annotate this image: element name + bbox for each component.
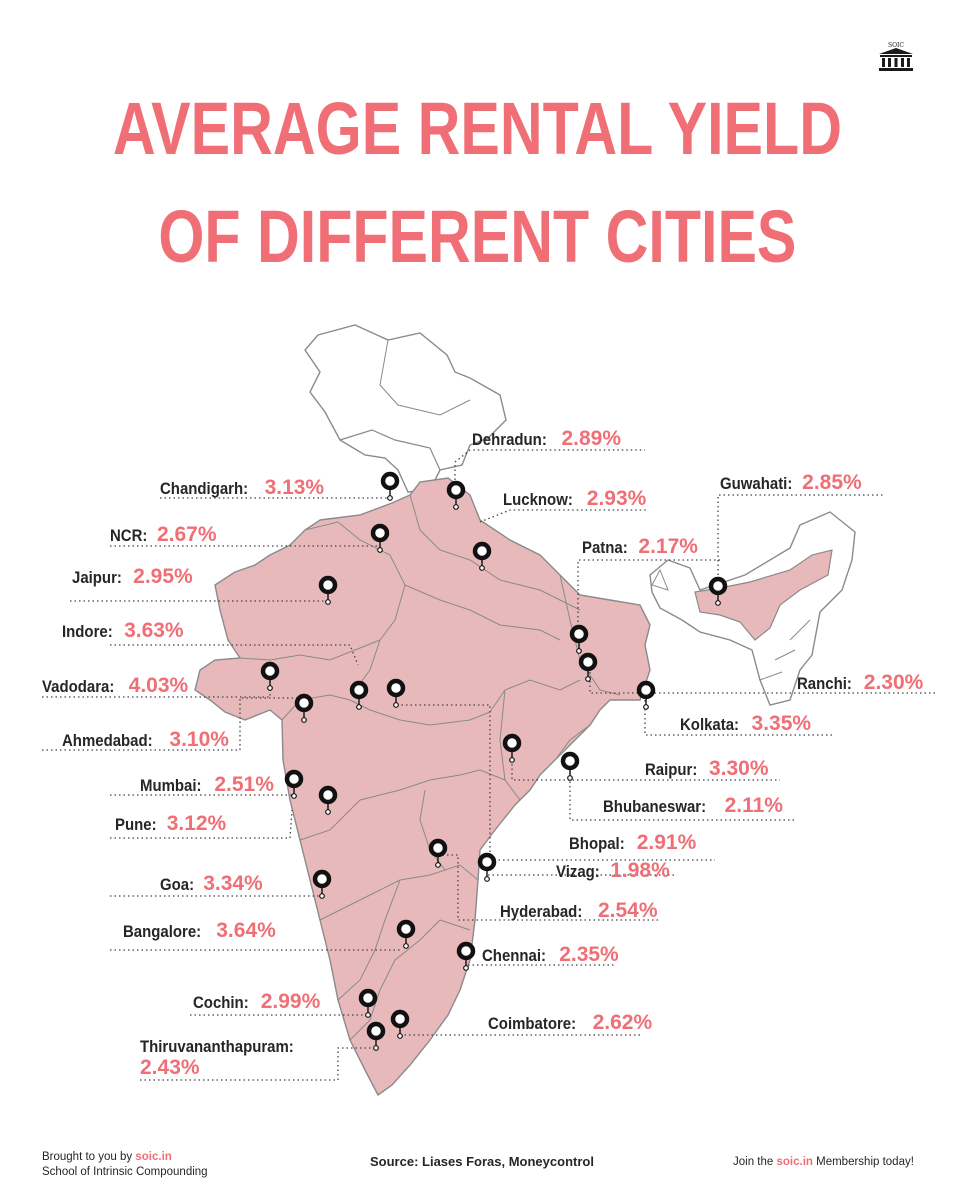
pin-cochin [358,988,378,1018]
label-coimbatore: Coimbatore: 2.62% [488,1011,653,1034]
logo-text: SOIC [888,42,904,49]
footer-membership-link[interactable]: soic.in [776,1156,813,1168]
mainland-region [194,477,651,1097]
bank-building-icon: SOIC [879,42,913,71]
pin-dehradun [446,480,466,510]
footer-join-prefix: Join the [733,1156,774,1168]
label-ncr: NCR: 2.67% [110,523,217,546]
label-vadodara: Vadodara: 4.03% [42,674,189,697]
pin-guwahati [708,576,728,606]
title-line-2: OF DIFFERENT CITIES [158,195,797,278]
label-vizag: Vizag: 1.98% [556,859,670,882]
label-goa: Goa: 3.34% [160,872,263,895]
pin-ncr [370,523,390,553]
label-chennai: Chennai: 2.35% [482,943,619,966]
pin-coimbatore [390,1009,410,1039]
pin-bhopal [386,678,406,708]
pin-bhubaneswar [560,751,580,781]
label-bangalore: Bangalore: 3.64% [123,919,276,942]
label-chandigarh: Chandigarh: 3.13% [160,476,325,499]
label-patna: Patna: 2.17% [582,535,698,558]
label-guwahati: Guwahati: 2.85% [720,471,862,494]
label-raipur: Raipur: 3.30% [645,757,769,780]
pin-thiruvananthapuram [366,1021,386,1051]
assam-region [694,549,833,641]
pin-jaipur [318,575,338,605]
label-bhubaneswar: Bhubaneswar: 2.11% [603,794,783,817]
pin-pune [318,785,338,815]
label-jaipur: Jaipur: 2.95% [72,565,193,588]
footer-brand-link[interactable]: soic.in [135,1151,172,1163]
pin-indore [349,680,369,710]
label-ahmedabad: Ahmedabad: 3.10% [62,728,229,751]
pin-chennai [456,941,476,971]
footer-credit: Brought to you by soic.in School of Intr… [42,1150,208,1180]
pin-hyderabad [428,838,448,868]
pin-vizag [477,852,497,882]
label-thiruvananthapuram: Thiruvananthapuram: 2.43% [140,1037,294,1079]
label-dehradun: Dehradun: 2.89% [472,427,621,450]
label-ranchi: Ranchi: 2.30% [797,671,924,694]
label-hyderabad: Hyderabad: 2.54% [500,899,658,922]
label-bhopal: Bhopal: 2.91% [569,831,697,854]
footer-brought-prefix: Brought to you by [42,1151,133,1163]
footer-join-suffix: Membership today! [816,1156,914,1168]
pin-mumbai [284,769,304,799]
label-cochin: Cochin: 2.99% [193,990,321,1013]
pin-kolkata [636,680,656,710]
pin-chandigarh [380,471,400,501]
pins-group [260,471,728,1051]
footer-school: School of Intrinsic Compounding [42,1166,208,1178]
footer-source: Source: Liases Foras, Moneycontrol [370,1154,594,1169]
footer-membership: Join the soic.in Membership today! [733,1156,914,1168]
label-mumbai: Mumbai: 2.51% [140,773,274,796]
pin-ahmedabad [294,693,314,723]
label-kolkata: Kolkata: 3.35% [680,712,812,735]
pin-ranchi [578,652,598,682]
label-lucknow: Lucknow: 2.93% [503,487,647,510]
pin-lucknow [472,541,492,571]
pin-bangalore [396,919,416,949]
pin-vadodara [260,661,280,691]
north-region-outline [304,324,507,493]
pin-goa [312,869,332,899]
label-pune: Pune: 3.12% [115,812,227,835]
label-indore: Indore: 3.63% [62,619,184,642]
pin-raipur [502,733,522,763]
pin-patna [569,624,589,654]
title-line-1: AVERAGE RENTAL YIELD [112,87,842,170]
